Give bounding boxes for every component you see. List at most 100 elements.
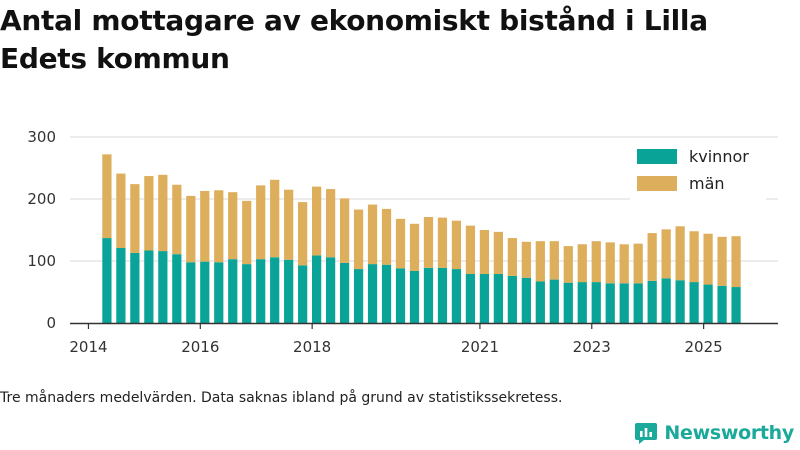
bar-kvinnor: [200, 261, 210, 323]
x-tick-labels: 2014 2016 2018 2021 2023 2025: [69, 338, 722, 356]
bar-kvinnor: [661, 278, 671, 323]
bar-man: [591, 241, 601, 283]
bar-man: [325, 189, 336, 258]
bar-kvinnor: [284, 259, 294, 323]
bar-man: [717, 236, 727, 286]
bar-kvinnor: [158, 251, 168, 323]
bar-man: [284, 189, 294, 260]
bar-kvinnor: [214, 262, 224, 323]
bar-kvinnor: [479, 274, 490, 323]
bar-man: [633, 243, 643, 284]
bar-man: [647, 233, 657, 281]
bar-man: [479, 230, 490, 275]
bar-man: [242, 200, 252, 265]
bar-man: [465, 225, 476, 275]
bar-kvinnor: [717, 285, 727, 323]
bar-kvinnor: [605, 283, 615, 323]
bar-kvinnor: [242, 264, 252, 323]
bar-man: [228, 192, 238, 260]
bar-man: [270, 179, 280, 258]
bar-man: [367, 204, 378, 265]
bar-kvinnor: [731, 287, 741, 323]
x-axis: [70, 322, 778, 329]
bar-kvinnor: [130, 252, 140, 323]
bar-kvinnor: [270, 257, 280, 323]
legend: kvinnor män: [630, 141, 766, 201]
bar-kvinnor: [689, 282, 699, 323]
y-tick-label: 100: [27, 252, 56, 270]
chart-title: Antal mottagare av ekonomiskt bistånd i …: [0, 4, 708, 75]
x-tick-label: 2016: [181, 338, 219, 356]
x-tick-label: 2018: [293, 338, 331, 356]
x-tick-label: 2021: [461, 338, 499, 356]
legend-swatch-man: [637, 176, 677, 191]
x-tick-label: 2025: [685, 338, 723, 356]
bar-kvinnor: [451, 269, 462, 323]
bar-man: [102, 154, 112, 239]
bar-man: [703, 233, 713, 285]
bar-man: [381, 208, 392, 265]
bar-kvinnor: [298, 265, 308, 323]
bar-kvinnor: [395, 268, 406, 323]
bar-kvinnor: [577, 282, 587, 323]
chart-caption: Tre månaders medelvärden. Data saknas ib…: [0, 390, 563, 406]
bar-man: [186, 195, 196, 263]
bar-man: [353, 209, 364, 270]
bar-man: [493, 231, 503, 275]
bar-man: [535, 241, 545, 282]
bar-man: [549, 241, 559, 280]
bar-kvinnor: [409, 270, 420, 323]
bar-man: [395, 218, 406, 269]
bar-man: [437, 217, 448, 268]
bar-series: [102, 154, 741, 323]
bar-man: [409, 223, 420, 271]
bar-man: [256, 185, 266, 260]
brand-name: Newsworthy: [664, 422, 794, 444]
bar-kvinnor: [703, 284, 713, 323]
bar-man: [731, 236, 741, 288]
bar-man: [158, 174, 168, 252]
bar-kvinnor: [423, 267, 434, 323]
bar-man: [507, 238, 517, 276]
bar-man: [298, 202, 308, 266]
bar-man: [619, 244, 629, 284]
bar-kvinnor: [256, 259, 266, 323]
bar-kvinnor: [563, 282, 573, 323]
bar-man: [172, 184, 182, 255]
bar-kvinnor: [381, 264, 392, 323]
bar-kvinnor: [647, 280, 657, 323]
y-tick-label: 0: [46, 314, 56, 332]
bar-man: [577, 244, 587, 283]
bar-man: [214, 190, 224, 263]
bar-man: [689, 231, 699, 283]
bar-kvinnor: [144, 250, 154, 323]
x-tick-label: 2014: [69, 338, 107, 356]
bar-kvinnor: [353, 269, 364, 323]
bar-man: [563, 246, 573, 283]
bar-kvinnor: [507, 275, 517, 323]
bar-man: [661, 229, 671, 279]
legend-label: män: [689, 174, 725, 193]
bar-kvinnor: [325, 257, 336, 323]
bar-man: [451, 220, 462, 270]
bar-kvinnor: [339, 262, 350, 323]
bar-man: [116, 173, 126, 248]
newsworthy-logo: Newsworthy: [634, 420, 794, 446]
bar-man: [312, 186, 322, 256]
bar-kvinnor: [493, 274, 503, 323]
bar-kvinnor: [521, 277, 531, 323]
bar-kvinnor: [591, 282, 601, 323]
bar-man: [675, 226, 685, 281]
bar-kvinnor: [116, 247, 126, 323]
bar-kvinnor: [186, 262, 196, 323]
newsworthy-icon: [635, 423, 658, 444]
bar-kvinnor: [228, 259, 238, 323]
bar-man: [144, 176, 154, 251]
y-tick-label: 300: [27, 128, 56, 146]
bar-man: [200, 190, 210, 262]
bar-man: [605, 242, 615, 284]
legend-label: kvinnor: [689, 147, 749, 166]
bar-man: [130, 184, 140, 253]
x-tick-label: 2023: [573, 338, 611, 356]
bar-kvinnor: [367, 264, 378, 323]
